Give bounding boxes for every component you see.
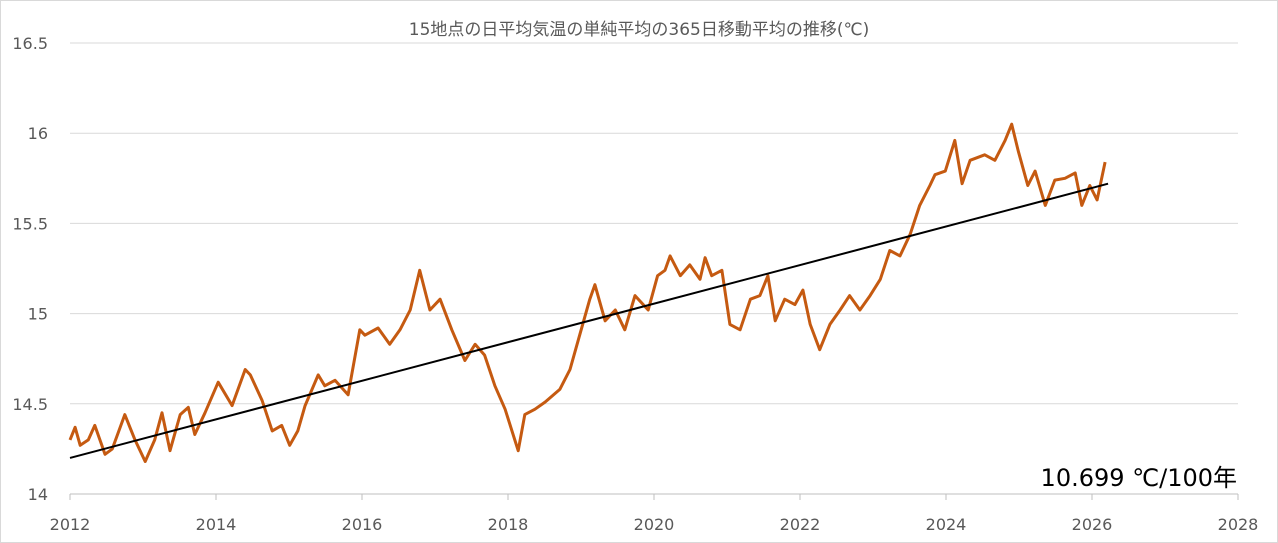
x-tick-label: 2020 [634,515,675,534]
trend-annotation: 10.699 ℃/100年 [1041,464,1237,492]
x-tick-label: 2024 [926,515,967,534]
x-tick-label: 2018 [488,515,529,534]
y-tick-label: 16 [28,124,48,143]
x-tick-label: 2028 [1218,515,1259,534]
y-tick-label: 15 [28,305,48,324]
series-line [68,122,1107,463]
chart-title: 15地点の日平均気温の単純平均の365日移動平均の推移(℃) [409,20,869,40]
y-tick-label: 16.5 [12,34,48,53]
y-tick-label: 14.5 [12,395,48,414]
x-tick-label: 2012 [50,515,91,534]
x-tick-label: 2026 [1072,515,1113,534]
x-tick-label: 2014 [196,515,237,534]
y-tick-label: 15.5 [12,214,48,233]
x-tick-label: 2016 [342,515,383,534]
y-tick-label: 14 [28,485,48,504]
trend-line [69,182,1109,459]
x-tick-label: 2022 [780,515,821,534]
